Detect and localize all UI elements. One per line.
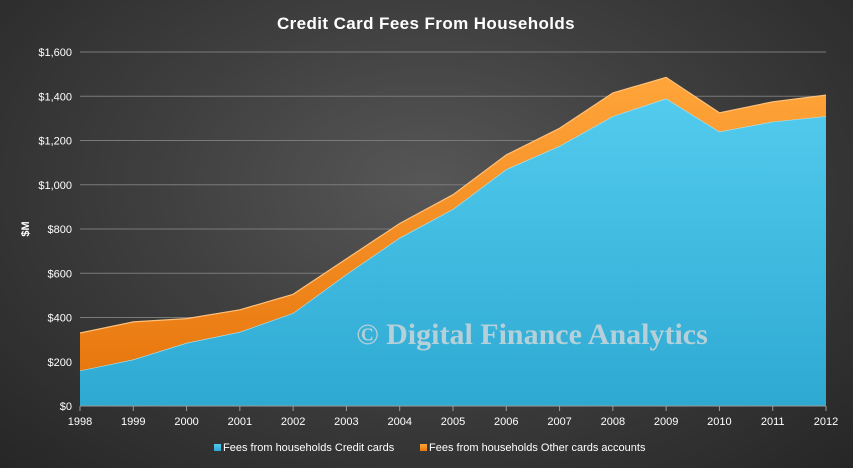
x-tick-label: 2012 [814, 416, 838, 428]
legend-label-2: Fees from households Other cards account… [429, 442, 646, 454]
x-tick-label: 2000 [174, 416, 198, 428]
y-tick-label: $1,600 [38, 47, 72, 59]
y-axis-label: $M [20, 221, 32, 236]
x-tick-label: 1999 [121, 416, 145, 428]
area-series-1 [80, 98, 826, 406]
legend-swatch-2 [420, 444, 427, 451]
area-series [79, 76, 827, 406]
chart-title: Credit Card Fees From Households [277, 14, 575, 33]
y-tick-label: $1,000 [38, 180, 72, 192]
series-edge-2 [79, 76, 827, 334]
y-tick-label: $600 [48, 268, 72, 280]
x-tick-label: 2008 [601, 416, 625, 428]
x-tick-label: 2010 [707, 416, 731, 428]
legend-label-1: Fees from households Credit cards [223, 442, 395, 454]
watermark: © Digital Finance Analytics [356, 318, 708, 351]
x-tick-label: 2002 [281, 416, 305, 428]
axes: $0 $200 $400 $600 $800 $1,000 $1,200 $1,400 $1,6… [38, 47, 838, 428]
x-tick-label: 1998 [68, 416, 92, 428]
y-tick-label: $1,400 [38, 91, 72, 103]
x-tick-label: 2005 [441, 416, 465, 428]
x-tick-label: 2004 [387, 416, 411, 428]
y-tick-label: $1,200 [38, 136, 72, 148]
y-tick-label: $400 [48, 313, 72, 325]
y-tick-label: $200 [48, 357, 72, 369]
x-tick-label: 2011 [761, 416, 785, 428]
x-tick-label: 2001 [228, 416, 252, 428]
y-tick-label: $800 [48, 224, 72, 236]
x-tick-label: 2006 [494, 416, 518, 428]
x-tick-label: 2003 [334, 416, 358, 428]
x-tick-label: 2009 [654, 416, 678, 428]
legend-swatch-1 [214, 444, 221, 451]
x-tick-label: 2007 [547, 416, 571, 428]
y-tick-label: $0 [60, 401, 72, 413]
legend: Fees from households Credit cards Fees fr… [214, 442, 646, 454]
